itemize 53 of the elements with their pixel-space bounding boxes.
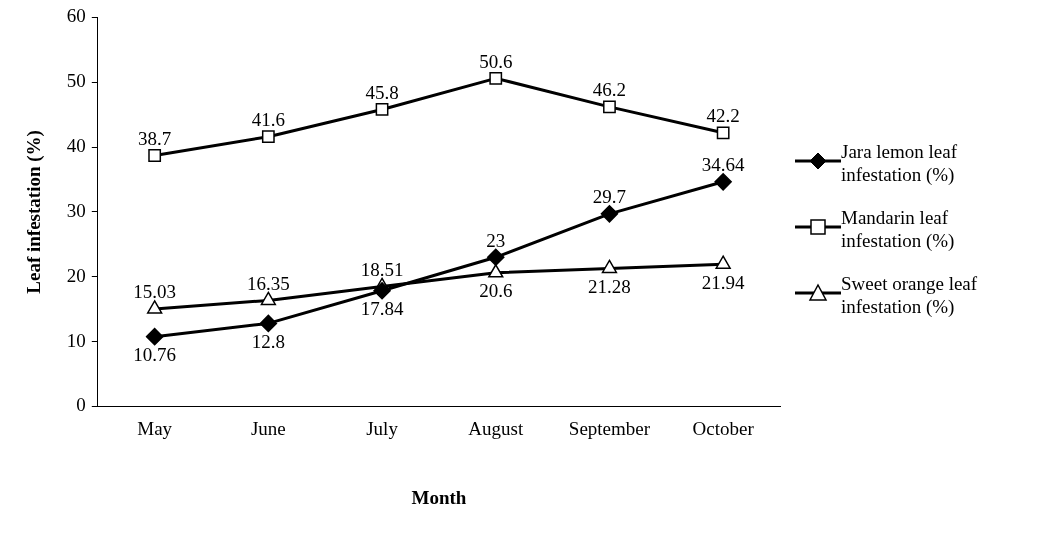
data-label: 17.84 — [360, 298, 404, 320]
point — [146, 300, 163, 314]
data-label: 45.8 — [365, 81, 399, 103]
data-label: 21.94 — [701, 271, 746, 293]
data-label: 41.6 — [251, 109, 285, 131]
x-tick-label: June — [250, 417, 286, 439]
data-label: 12.8 — [251, 330, 285, 352]
data-label: 29.7 — [592, 186, 627, 208]
point — [260, 291, 277, 306]
data-label: 23 — [486, 229, 506, 251]
legend-label: Mandarin leaf infestation (%) — [841, 206, 956, 252]
data-label: 16.35 — [246, 272, 290, 294]
point — [715, 255, 731, 269]
point — [375, 103, 389, 116]
point — [373, 281, 391, 300]
point — [488, 264, 504, 278]
point — [145, 327, 164, 346]
data-label: 50.6 — [479, 50, 513, 72]
y-tick-label: 10 — [66, 329, 86, 351]
data-label: 20.6 — [479, 280, 513, 302]
point — [601, 259, 618, 274]
y-axis-title: Leaf infestation (%) — [23, 130, 46, 294]
data-label: 21.28 — [588, 275, 631, 297]
y-tick-label: 60 — [66, 5, 86, 27]
x-tick-label: October — [692, 417, 755, 439]
y-tick-label: 30 — [66, 199, 86, 221]
x-tick-label: July — [366, 417, 399, 439]
y-tick-label: 40 — [66, 135, 86, 157]
point — [600, 205, 619, 223]
data-label: 18.51 — [360, 258, 404, 280]
y-tick-label: 50 — [66, 70, 86, 92]
data-label: 10.76 — [133, 344, 177, 366]
legend-label: Sweet orange leaf infestation (%) — [841, 272, 979, 318]
data-label: 15.03 — [133, 281, 177, 303]
point — [716, 126, 730, 140]
x-tick-label: May — [137, 417, 173, 439]
x-tick-label: August — [468, 417, 524, 439]
point — [714, 173, 732, 191]
data-label: 46.2 — [592, 79, 627, 101]
data-label: 38.7 — [138, 127, 172, 149]
x-axis-title: Month — [411, 486, 467, 508]
point — [603, 100, 616, 114]
point — [489, 71, 503, 85]
data-label: 34.64 — [701, 154, 746, 176]
point — [148, 149, 162, 162]
y-tick-label: 0 — [76, 394, 86, 416]
point — [259, 314, 278, 333]
data-label: 42.2 — [706, 105, 740, 127]
legend-label: Jara lemon leaf infestation (%) — [841, 140, 959, 186]
point — [261, 130, 275, 144]
point — [487, 248, 505, 267]
y-tick-label: 20 — [66, 264, 86, 286]
x-tick-label: September — [568, 417, 651, 439]
